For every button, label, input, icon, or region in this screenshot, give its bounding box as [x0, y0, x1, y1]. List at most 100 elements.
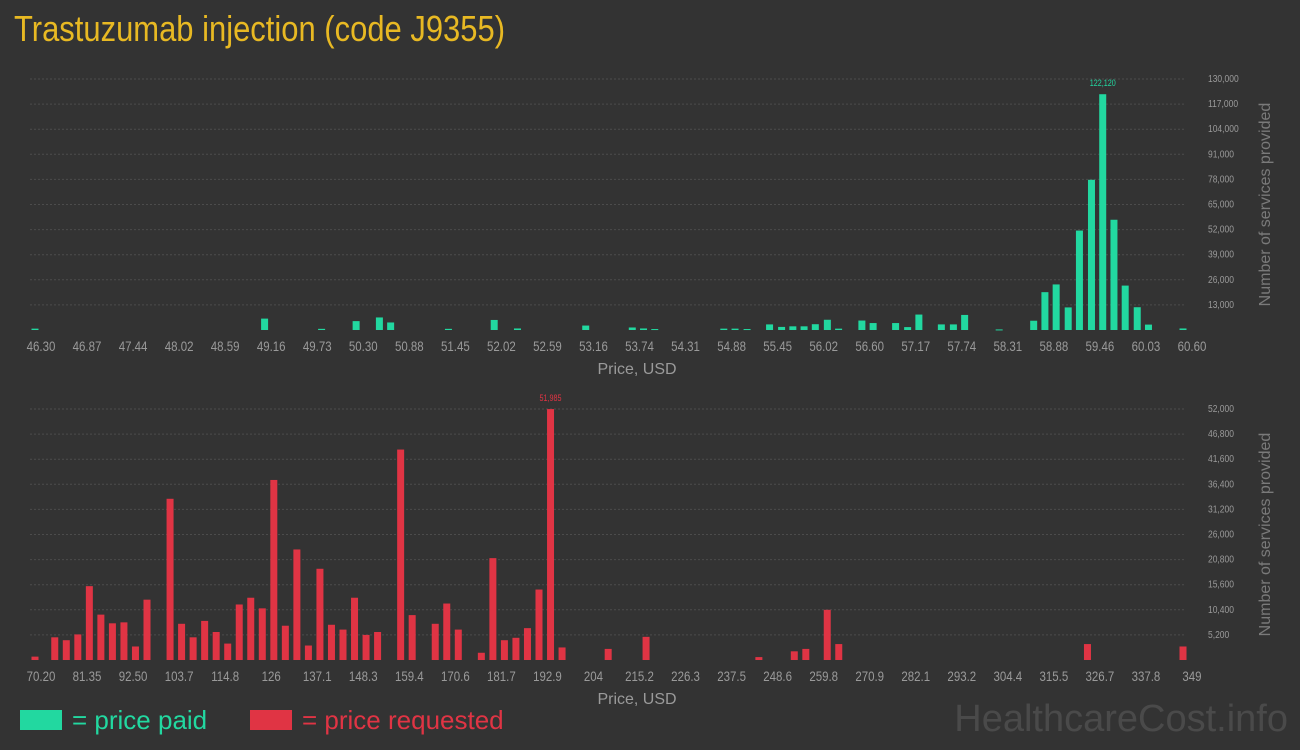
paid-x-tick-label: 60.03 — [1132, 338, 1161, 354]
paid-x-tick-label: 57.74 — [947, 338, 976, 354]
paid-bar — [892, 323, 900, 330]
requested-x-tick-label: 159.4 — [395, 668, 424, 684]
paid-bar — [1144, 324, 1152, 330]
requested-y-tick-label: 26,000 — [1208, 529, 1234, 540]
requested-x-tick-label: 137.1 — [303, 668, 332, 684]
paid-bar — [387, 322, 395, 330]
paid-bar — [949, 324, 957, 330]
requested-bar — [143, 599, 151, 660]
paid-bar — [651, 329, 659, 331]
requested-bar — [431, 623, 439, 660]
requested-bar — [374, 632, 382, 660]
requested-x-tick-label: 237.5 — [717, 668, 746, 684]
requested-bar — [85, 586, 93, 660]
requested-x-tick-label: 226.3 — [671, 668, 700, 684]
paid-y-tick-label: 130,000 — [1208, 73, 1239, 84]
legend-price-requested: = price requested — [250, 705, 504, 735]
requested-x-tick-label: 293.2 — [947, 668, 976, 684]
paid-bar — [800, 326, 808, 330]
paid-y-tick-label: 91,000 — [1208, 149, 1234, 160]
paid-x-tick-label: 53.74 — [625, 338, 654, 354]
paid-bar — [1030, 320, 1038, 330]
requested-y-tick-label: 46,800 — [1208, 428, 1234, 439]
paid-x-tick-label: 56.60 — [855, 338, 884, 354]
paid-y-tick-label: 117,000 — [1208, 98, 1238, 109]
requested-x-tick-label: 114.8 — [211, 668, 239, 684]
requested-bar — [1179, 646, 1187, 660]
requested-bar — [500, 640, 508, 660]
requested-bar — [108, 623, 116, 660]
requested-x-tick-label: 181.7 — [487, 668, 516, 684]
requested-bar — [339, 629, 347, 660]
paid-peak-label: 122,120 — [1090, 78, 1116, 88]
paid-x-tick-label: 47.44 — [119, 338, 148, 354]
requested-bar — [351, 597, 359, 660]
requested-bar — [477, 652, 485, 660]
requested-peak-label: 51,985 — [540, 393, 562, 403]
paid-x-tick-label: 60.60 — [1178, 338, 1207, 354]
paid-bar — [1087, 179, 1095, 330]
price-paid-legend-label: = price paid — [72, 704, 208, 735]
requested-bar — [362, 634, 370, 660]
requested-bar — [247, 597, 255, 660]
paid-bar — [869, 323, 877, 330]
paid-x-tick-label: 52.59 — [533, 338, 562, 354]
requested-x-tick-label: 282.1 — [901, 668, 930, 684]
paid-bar — [1099, 94, 1107, 330]
requested-bar — [835, 644, 843, 660]
requested-bar — [224, 643, 232, 660]
paid-bar — [720, 328, 728, 330]
requested-bar — [397, 449, 405, 660]
requested-bar — [454, 629, 462, 660]
requested-bar — [604, 648, 612, 660]
paid-bar — [628, 327, 636, 330]
requested-x-tick-label: 337.8 — [1132, 668, 1161, 684]
paid-bar — [1052, 284, 1060, 330]
paid-bar — [1133, 307, 1141, 330]
requested-bar — [523, 628, 531, 660]
paid-x-tick-label: 55.45 — [763, 338, 792, 354]
paid-x-tick-label: 57.17 — [901, 338, 930, 354]
requested-y-tick-label: 36,400 — [1208, 479, 1234, 490]
price-requested-legend-label: = price requested — [302, 704, 504, 735]
paid-x-tick-label: 59.46 — [1086, 338, 1115, 354]
requested-bar — [97, 614, 105, 660]
requested-bar — [489, 558, 497, 660]
requested-bar — [189, 637, 197, 660]
requested-bar — [408, 615, 416, 660]
paid-bar — [743, 329, 751, 331]
requested-bar — [74, 634, 82, 660]
requested-x-tick-label: 304.4 — [993, 668, 1022, 684]
requested-bar — [790, 651, 798, 660]
paid-bar — [582, 325, 590, 330]
requested-bar — [212, 632, 220, 660]
paid-y-tick-label: 13,000 — [1208, 299, 1234, 310]
requested-bar — [258, 608, 266, 660]
requested-x-tick-label: 215.2 — [625, 668, 654, 684]
price-requested-swatch — [250, 710, 292, 730]
requested-x-tick-label: 204 — [584, 668, 603, 684]
paid-bar — [1121, 285, 1129, 330]
requested-bar — [512, 637, 520, 660]
paid-y-tick-label: 52,000 — [1208, 224, 1234, 235]
requested-bar — [547, 409, 555, 660]
requested-bar — [443, 603, 451, 660]
paid-x-tick-label: 58.88 — [1040, 338, 1069, 354]
paid-bar — [640, 328, 648, 330]
paid-bar — [995, 329, 1003, 331]
paid-bar — [835, 328, 843, 330]
page-title: Trastuzumab injection (code J9355) — [14, 8, 506, 49]
paid-x-tick-label: 54.31 — [671, 338, 700, 354]
paid-bar — [961, 314, 969, 330]
requested-bar — [31, 656, 39, 660]
requested-x-tick-label: 326.7 — [1086, 668, 1115, 684]
paid-bar — [937, 324, 945, 330]
paid-bar — [1179, 328, 1187, 330]
paid-x-tick-label: 46.87 — [73, 338, 102, 354]
requested-x-tick-label: 126 — [262, 668, 281, 684]
paid-bar — [513, 328, 521, 330]
requested-x-tick-label: 248.6 — [763, 668, 792, 684]
requested-bar — [823, 609, 831, 660]
paid-y-tick-label: 104,000 — [1208, 124, 1239, 135]
paid-bar — [1064, 307, 1072, 330]
